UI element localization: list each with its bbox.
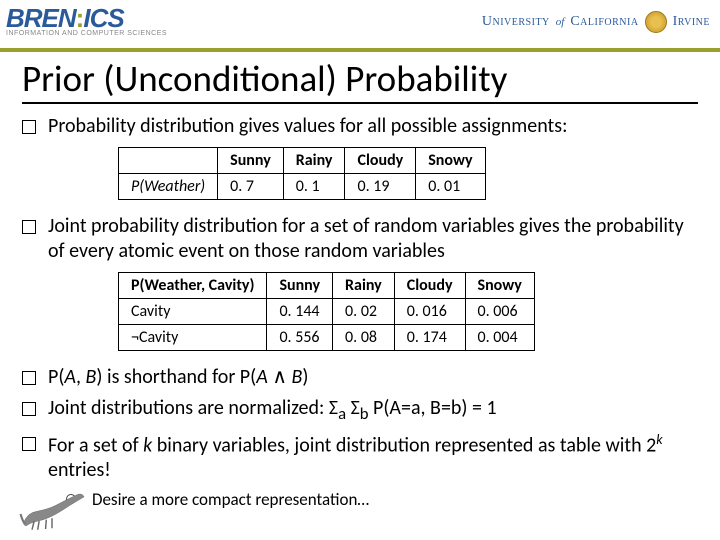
- slide-content: Prior (Unconditional) Probability Probab…: [0, 52, 720, 510]
- table-cell: 0. 174: [394, 325, 465, 351]
- table-cell: 0. 08: [333, 325, 395, 351]
- bullet-4-text: Joint distributions are normalized: Σa Σ…: [48, 396, 698, 425]
- anteater-icon: [16, 484, 88, 534]
- table-header: Cloudy: [345, 148, 416, 174]
- logo-left: BREN:ICS INFORMATION AND COMPUTER SCIENC…: [6, 7, 167, 37]
- logo-subtitle: INFORMATION AND COMPUTER SCIENCES: [6, 30, 167, 37]
- table-header: Cloudy: [394, 273, 465, 299]
- table-header: Rainy: [333, 273, 395, 299]
- table-row: Sunny Rainy Cloudy Snowy: [119, 148, 486, 174]
- bullet-4: Joint distributions are normalized: Σa Σ…: [22, 396, 698, 425]
- univ-text-1: University: [482, 14, 550, 30]
- bullet-box-icon: [22, 371, 36, 385]
- slide-title: Prior (Unconditional) Probability: [22, 56, 698, 104]
- table-row-label: P(Weather): [119, 174, 218, 200]
- table-cell: 0. 1: [283, 174, 345, 200]
- table-cell: 0. 7: [218, 174, 284, 200]
- table-row-label: ¬Cavity: [119, 325, 267, 351]
- table-row: Cavity 0. 144 0. 02 0. 016 0. 006: [119, 299, 535, 325]
- table-cell: 0. 144: [267, 299, 333, 325]
- bullet-3: P(A, B) is shorthand for P(A ∧ B): [22, 365, 698, 390]
- table-header: Rainy: [283, 148, 345, 174]
- univ-text-2: California: [570, 14, 638, 30]
- header-bar: BREN:ICS INFORMATION AND COMPUTER SCIENC…: [0, 0, 720, 52]
- table-row-label: Cavity: [119, 299, 267, 325]
- table-cell: 0. 556: [267, 325, 333, 351]
- bullet-3-text: P(A, B) is shorthand for P(A ∧ B): [48, 365, 698, 390]
- table-row: P(Weather, Cavity) Sunny Rainy Cloudy Sn…: [119, 273, 535, 299]
- bullet-5: For a set of k binary variables, joint d…: [22, 431, 698, 484]
- bullet-5-text: For a set of k binary variables, joint d…: [48, 431, 698, 484]
- bullet-2: Joint probability distribution for a set…: [22, 214, 698, 264]
- table-cell: 0. 02: [333, 299, 395, 325]
- table-header: Sunny: [267, 273, 333, 299]
- table-row: P(Weather) 0. 7 0. 1 0. 19 0. 01: [119, 174, 486, 200]
- sub-bullet-1-text: Desire a more compact representation…: [92, 489, 369, 510]
- table-cell: 0. 004: [465, 325, 534, 351]
- sub-bullet-1: Desire a more compact representation…: [66, 489, 698, 510]
- table-row: ¬Cavity 0. 556 0. 08 0. 174 0. 004: [119, 325, 535, 351]
- joint-table: P(Weather, Cavity) Sunny Rainy Cloudy Sn…: [118, 272, 535, 351]
- table-cell: 0. 19: [345, 174, 416, 200]
- bullet-box-icon: [22, 120, 36, 134]
- table-cell: 0. 016: [394, 299, 465, 325]
- table-header: Snowy: [416, 148, 485, 174]
- table-cell: 0. 01: [416, 174, 485, 200]
- table-header: Snowy: [465, 273, 534, 299]
- uci-seal-icon: [645, 11, 667, 33]
- bullet-1: Probability distribution gives values fo…: [22, 114, 698, 139]
- univ-text-3: Irvine: [673, 14, 710, 30]
- weather-table: Sunny Rainy Cloudy Snowy P(Weather) 0. 7…: [118, 147, 486, 200]
- bullet-box-icon: [22, 437, 36, 451]
- logo-brenics: BREN:ICS: [6, 7, 167, 30]
- logo-right: University of California Irvine: [482, 11, 710, 33]
- univ-of: of: [556, 16, 565, 28]
- bullet-2-text: Joint probability distribution for a set…: [48, 214, 698, 264]
- table-corner: P(Weather, Cavity): [119, 273, 267, 299]
- bullet-box-icon: [22, 402, 36, 416]
- bullet-box-icon: [22, 220, 36, 234]
- table-cell: 0. 006: [465, 299, 534, 325]
- table-empty-cell: [119, 148, 218, 174]
- bullet-1-text: Probability distribution gives values fo…: [48, 114, 698, 139]
- table-header: Sunny: [218, 148, 284, 174]
